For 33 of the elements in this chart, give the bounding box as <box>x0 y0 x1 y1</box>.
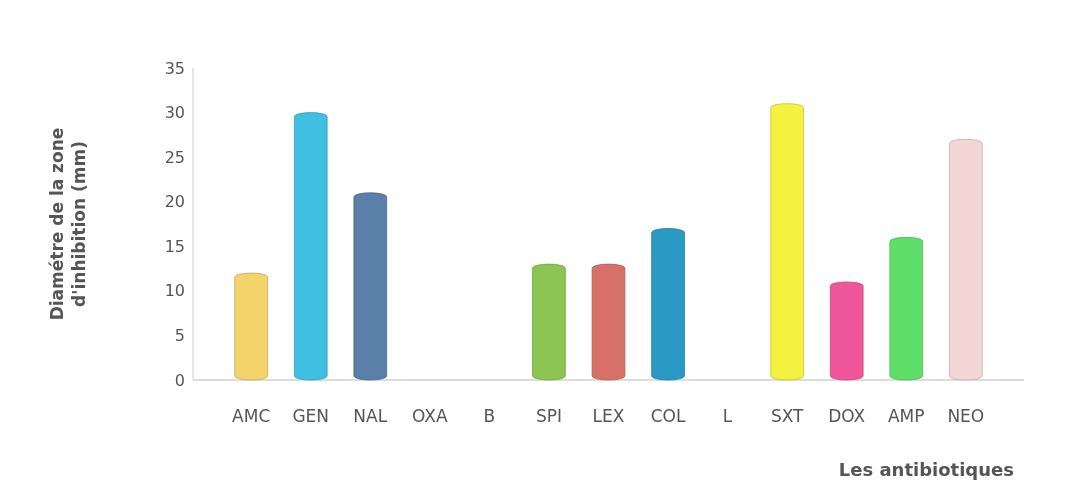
y-tick-label: 0 <box>174 370 185 390</box>
x-tick-label: SXT <box>770 406 805 426</box>
bar <box>591 263 626 381</box>
y-tick-label: 15 <box>164 236 185 256</box>
x-tick-label: DOX <box>828 406 866 426</box>
x-tick-label: COL <box>650 406 686 426</box>
x-tick-label: LEX <box>592 406 625 426</box>
x-tick-label: SPI <box>535 406 562 426</box>
y-tick-label: 10 <box>164 281 185 301</box>
bar <box>532 263 566 381</box>
x-tick-label: GEN <box>292 406 330 426</box>
x-tick-label: B <box>483 406 496 426</box>
x-tick-label: NEO <box>947 406 985 426</box>
bar <box>949 138 983 381</box>
bar <box>651 228 685 381</box>
x-tick-label: AMC <box>232 406 271 426</box>
y-tick-label: 35 <box>164 58 185 78</box>
y-tick-label: 25 <box>164 147 185 167</box>
x-tick-label: L <box>722 406 733 426</box>
x-tick-label: NAL <box>353 406 388 426</box>
y-tick-label: 5 <box>174 326 185 346</box>
y-tick-label: 20 <box>164 192 185 212</box>
bar <box>353 192 388 381</box>
x-tick-label: AMP <box>887 406 925 426</box>
x-tick-label: OXA <box>412 406 448 426</box>
bar <box>770 103 804 381</box>
bar <box>234 272 268 381</box>
y-axis-title: Diamétre de la zone d'inhibition (mm) <box>46 127 89 321</box>
y-tick-label: 30 <box>164 103 185 123</box>
x-axis-title: Les antibiotiques <box>838 459 1014 480</box>
bar <box>293 112 328 381</box>
bar <box>889 236 924 381</box>
bar <box>829 281 864 381</box>
